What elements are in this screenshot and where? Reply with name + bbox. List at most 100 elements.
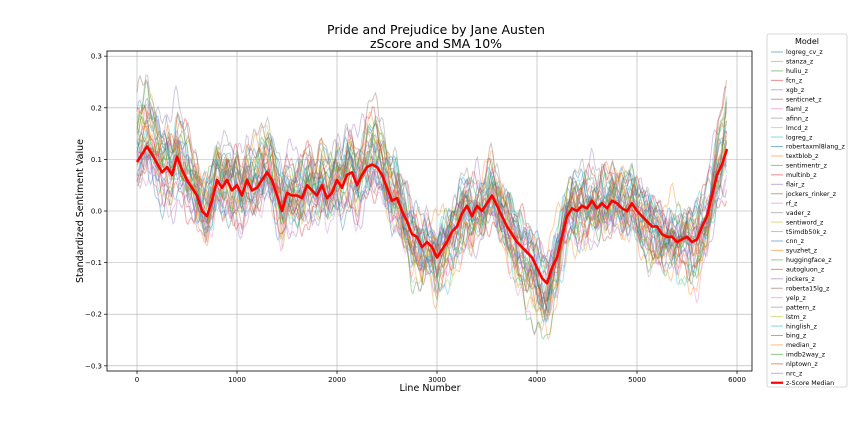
series-line-logreg-z (136, 139, 727, 301)
legend-items: logreg_cv_z stanza_z huliu_z fcn_z xgb_zsent… (771, 49, 845, 387)
legend-label: senticnet_z (786, 96, 822, 103)
series-line-bing-z (136, 115, 727, 315)
series-line-lmcd-z (136, 113, 727, 317)
x-axis-label: Line Number (400, 383, 461, 394)
legend-item: textblob_z (771, 153, 819, 160)
series-line-flair-z (136, 152, 727, 311)
legend-item: median_z (771, 342, 817, 349)
y-tick-label: −0.3 (85, 362, 102, 370)
legend-label: bing_z (786, 333, 807, 340)
legend-title: Model (795, 37, 819, 46)
legend-label: t5imdb50k_z (786, 229, 827, 236)
series-line-median-z (136, 109, 727, 319)
y-axis: −0.3 −0.2 −0.1 0.0 0.1 0.2 0.3 (85, 53, 107, 370)
legend-item: lstm_z (771, 314, 807, 321)
series-line-autogluon-z (136, 146, 727, 306)
legend-item: huliu_z (771, 68, 809, 75)
legend-item: hinglish_z (771, 323, 818, 330)
series-line-jockers-z (136, 130, 727, 278)
chart-subtitle: zScore and SMA 10% (370, 36, 502, 51)
legend-item: logreg_cv_z (771, 49, 823, 56)
series-line-pattern-z (136, 130, 727, 285)
legend-label: flair_z (786, 182, 805, 189)
series-line-lstm-z (136, 93, 727, 329)
series-line-vader-z (136, 105, 727, 322)
y-tick-label: 0.3 (91, 53, 102, 61)
legend-label: vader_z (786, 210, 811, 217)
legend-label: robertaxml8lang_z (786, 144, 845, 151)
series-line-t5imdb50k-z (136, 128, 727, 281)
legend-label: median_z (786, 342, 817, 349)
legend-label: xgb_z (786, 87, 805, 94)
series-line-afinn-z (136, 74, 727, 310)
legend-label: rf_z (786, 200, 798, 207)
legend-label: nrc_z (786, 371, 803, 378)
legend-label: flaml_z (786, 106, 809, 113)
series-layer (135, 74, 729, 341)
legend-label: cnn_z (786, 238, 805, 245)
legend-item: fcn_z (771, 78, 803, 85)
legend-box (766, 33, 848, 388)
legend-item: robertaxml8lang_z (771, 144, 845, 151)
legend-item: rf_z (771, 200, 798, 207)
legend-item: pattern_z (771, 304, 816, 311)
legend-item: flaml_z (771, 106, 809, 113)
legend-label: afinn_z (786, 115, 809, 122)
legend-item: bing_z (771, 333, 807, 340)
legend-label: autogluon_z (786, 267, 825, 274)
series-line-imdb2way-z (136, 80, 727, 340)
chart-title: Pride and Prejudice by Jane Austen (327, 22, 545, 37)
legend-item: z-Score Median (771, 380, 834, 387)
legend-item: nrc_z (771, 371, 803, 378)
series-line-nlptown-z (136, 86, 727, 314)
series-line-sentiword-z (136, 132, 727, 313)
legend-label: lstm_z (786, 314, 807, 321)
legend-label: roberta15lg_z (786, 285, 830, 292)
series-line-hinglish-z (136, 114, 727, 323)
legend-item: syuzhet_z (771, 248, 818, 255)
legend-item: imdb2way_z (771, 352, 826, 359)
x-axis: 0 1000 2000 3000 4000 5000 6000 (135, 371, 746, 384)
legend-label: syuzhet_z (786, 248, 818, 255)
legend-label: nlptown_z (786, 361, 818, 368)
x-tick-label: 0 (135, 376, 139, 384)
legend: Model logreg_cv_z stanza_z huliu_z fcn_zxgb… (766, 33, 848, 388)
legend-label: sentiword_z (786, 219, 824, 226)
legend-item: t5imdb50k_z (771, 229, 827, 236)
legend-label: sentimentr_z (786, 163, 828, 170)
series-line-nrc-z (136, 139, 727, 323)
legend-item: vader_z (771, 210, 811, 217)
series-line-xgb-z (136, 84, 727, 303)
series-line-robertaxml8lang-z (136, 150, 727, 289)
legend-item: senticnet_z (771, 96, 822, 103)
y-tick-label: 0.2 (91, 104, 102, 112)
legend-item: roberta15lg_z (771, 285, 830, 292)
series-line-jockers-rinker-z (136, 105, 727, 312)
legend-label: stanza_z (786, 59, 814, 66)
legend-label: textblob_z (786, 153, 819, 160)
legend-label: hinglish_z (786, 323, 818, 330)
x-tick-label: 1000 (228, 376, 246, 384)
y-axis-label: Standardized Sentiment Value (75, 139, 86, 283)
series-line-z-score-median (135, 145, 729, 285)
x-tick-label: 6000 (728, 376, 746, 384)
legend-label: jockers_rinker_z (785, 191, 837, 198)
legend-item: jockers_z (771, 276, 815, 283)
legend-item: yelp_z (771, 295, 806, 302)
legend-label: jockers_z (785, 276, 815, 283)
legend-item: stanza_z (771, 59, 814, 66)
series-line-sentimentr-z (136, 96, 727, 303)
legend-label: pattern_z (786, 304, 816, 311)
legend-item: sentimentr_z (771, 163, 828, 170)
series-line-stanza-z (136, 108, 727, 315)
legend-item: autogluon_z (771, 267, 825, 274)
legend-item: sentiword_z (771, 219, 824, 226)
legend-item: multinb_z (771, 172, 817, 179)
x-tick-label: 3000 (428, 376, 446, 384)
legend-item: xgb_z (771, 87, 805, 94)
legend-item: lmcd_z (771, 125, 808, 132)
y-tick-label: −0.2 (85, 311, 102, 319)
legend-item: jockers_rinker_z (771, 191, 837, 198)
legend-item: afinn_z (771, 115, 809, 122)
